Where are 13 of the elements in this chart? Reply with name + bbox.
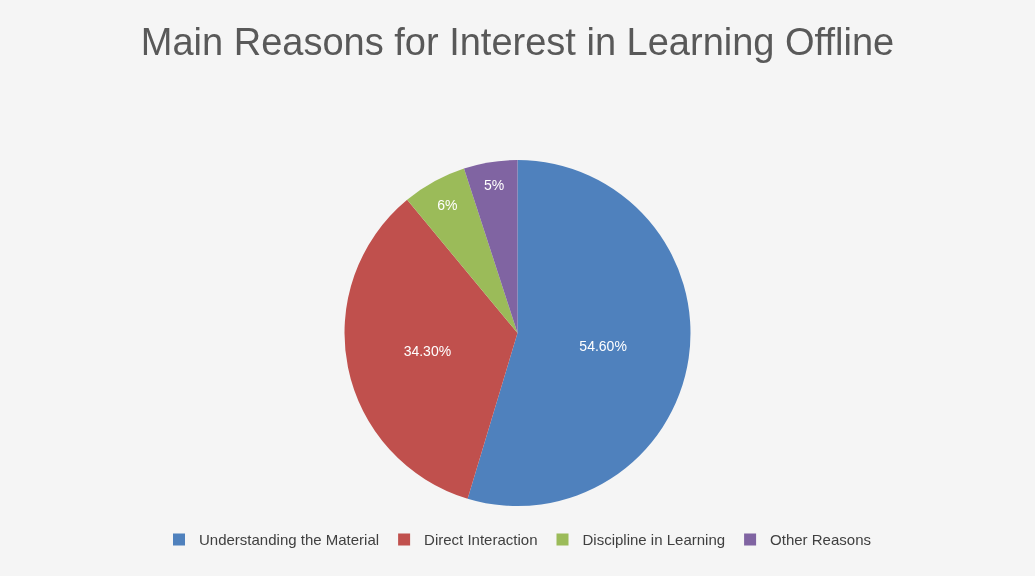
pie-slice <box>407 168 518 333</box>
legend-label: Discipline in Learning <box>582 531 726 549</box>
data-label: 6% <box>437 197 458 214</box>
data-label: 34.30% <box>403 343 452 360</box>
data-label: 5% <box>483 177 505 194</box>
legend-label: Direct Interaction <box>424 531 538 549</box>
pie-slice <box>463 160 518 333</box>
pie-slice <box>344 199 518 499</box>
legend-label: Other Reasons <box>770 531 871 549</box>
legend-label: Understanding the Material <box>199 531 380 549</box>
data-label: 54.60% <box>579 337 627 354</box>
chart-title: Main Reasons for Interest in Learning Offline <box>140 21 895 64</box>
pie-slice <box>467 160 691 506</box>
